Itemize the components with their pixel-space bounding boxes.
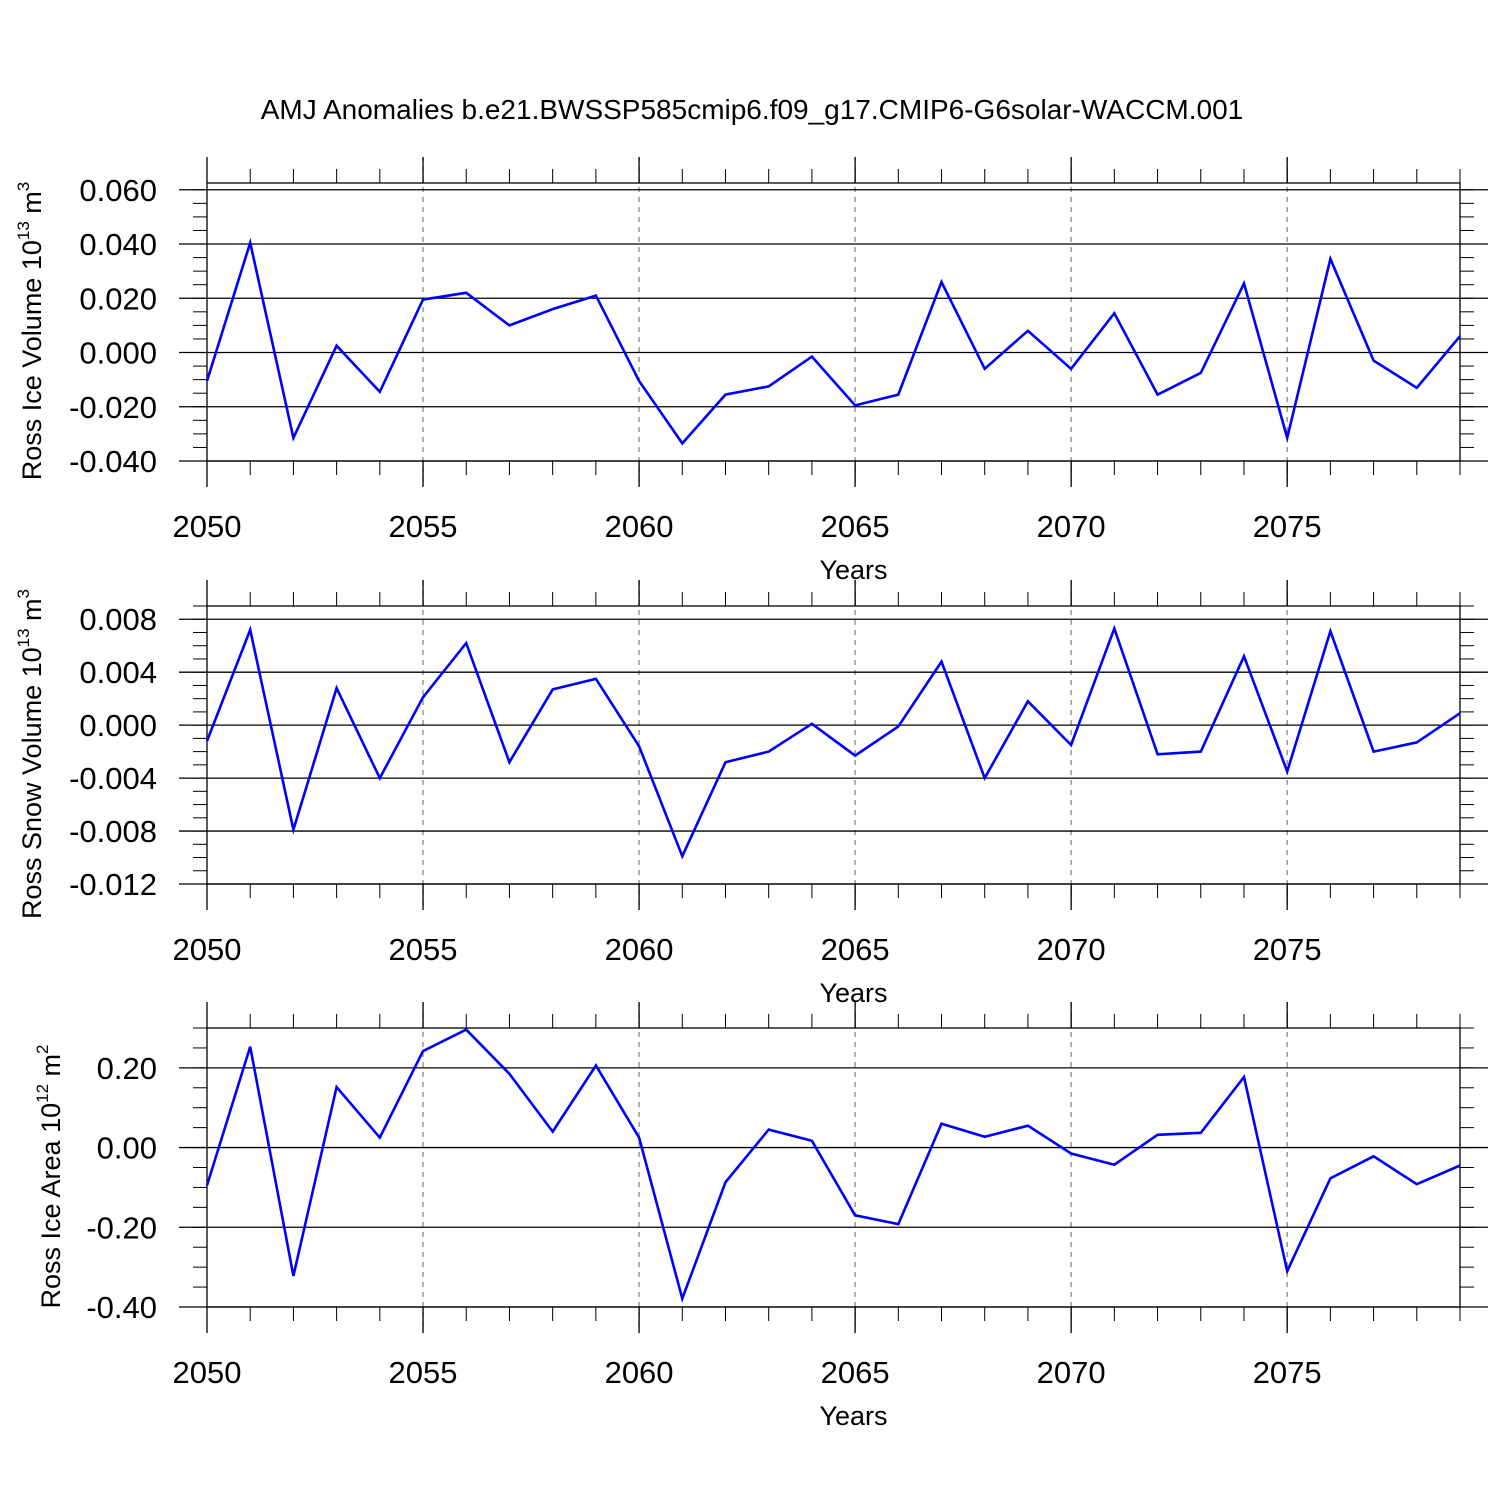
x-tick-label: 2070 (1037, 932, 1106, 967)
y-tick-label: -0.008 (69, 814, 157, 849)
x-tick-label: 2075 (1253, 509, 1322, 544)
y-tick-label: -0.012 (69, 867, 157, 902)
y-tick-label: 0.000 (79, 336, 157, 371)
x-tick-label: 2075 (1253, 1355, 1322, 1390)
x-axis-label: Years (819, 1401, 887, 1431)
y-tick-label: 0.060 (79, 173, 157, 208)
y-tick-label: -0.20 (86, 1210, 157, 1245)
x-tick-label: 2050 (173, 509, 242, 544)
y-tick-label: 0.008 (79, 602, 157, 637)
y-tick-label: 0.20 (97, 1051, 157, 1086)
chart-panel-3: -0.40 -0.20 0.00 0.20 2050 2055 2060 2065 2070 20… (33, 1002, 1488, 1431)
x-tick-label: 2070 (1037, 509, 1106, 544)
x-tick-label: 2055 (389, 932, 458, 967)
x-tick-label: 2065 (821, 509, 890, 544)
plot-frame (206, 605, 1461, 885)
y-tick-label: -0.004 (69, 761, 157, 796)
y-tick-label: 0.00 (97, 1131, 157, 1166)
y-tick-label: -0.40 (86, 1290, 157, 1325)
series-line (205, 237, 1461, 446)
y-axis-label: Ross Snow Volume 1013 m3 (14, 589, 47, 919)
figure-title: AMJ Anomalies b.e21.BWSSP585cmip6.f09_g1… (261, 94, 1244, 125)
y-tick-label: 0.000 (79, 708, 157, 743)
x-tick-label: 2075 (1253, 932, 1322, 967)
x-tick-label: 2060 (605, 932, 674, 967)
x-tick-label: 2065 (821, 1355, 890, 1390)
x-tick-label: 2050 (173, 932, 242, 967)
x-tick-label: 2050 (173, 1355, 242, 1390)
y-tick-label: 0.004 (79, 655, 157, 690)
y-tick-label: 0.020 (79, 281, 157, 316)
series-line (205, 624, 1461, 860)
plot-frame (206, 1027, 1461, 1308)
x-tick-label: 2060 (605, 1355, 674, 1390)
x-tick-label: 2065 (821, 932, 890, 967)
chart-panel-2: -0.012 -0.008 -0.004 0.000 0.004 0.008 2050 205… (14, 580, 1488, 1008)
plot-frame (206, 182, 1461, 462)
y-tick-label: -0.040 (69, 444, 157, 479)
y-tick-label: 0.040 (79, 227, 157, 262)
x-tick-label: 2055 (389, 1355, 458, 1390)
x-tick-label: 2055 (389, 509, 458, 544)
chart-panel-1: -0.040 -0.020 0.000 0.020 0.040 0.060 2050 2055… (14, 157, 1488, 585)
series-line (205, 1028, 1461, 1303)
y-axis-label: Ross Ice Area 1012 m2 (33, 1044, 66, 1308)
x-tick-label: 2070 (1037, 1355, 1106, 1390)
x-axis-label: Years (819, 978, 887, 1008)
y-tick-label: -0.020 (69, 390, 157, 425)
x-tick-label: 2060 (605, 509, 674, 544)
x-axis-label: Years (819, 555, 887, 585)
y-axis-label: Ross Ice Volume 1013 m3 (14, 182, 47, 481)
